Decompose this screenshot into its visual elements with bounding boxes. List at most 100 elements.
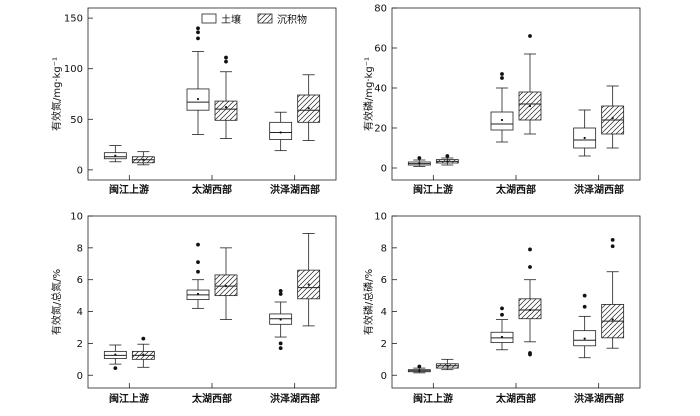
outlier-point xyxy=(500,312,504,317)
x-tick-label: 太湖西部 xyxy=(191,392,232,405)
plot-frame xyxy=(391,215,641,389)
outlier-point xyxy=(500,76,504,80)
mean-marker xyxy=(446,160,449,163)
outlier-point xyxy=(278,346,283,351)
y-tick-label: 0 xyxy=(77,165,83,176)
outlier-point xyxy=(113,366,118,370)
y-tick-label: 50 xyxy=(70,115,83,126)
y-tick-label: 10 xyxy=(70,212,83,223)
x-tick-label: 闽江上游 xyxy=(413,392,453,405)
legend-swatch-soil xyxy=(201,13,217,24)
mean-marker xyxy=(528,104,532,108)
y-axis-label: 有效氮/mg·kg⁻¹ xyxy=(50,57,63,131)
outlier-point xyxy=(445,154,450,158)
x-tick-label: 太湖西部 xyxy=(495,392,536,405)
box xyxy=(518,298,542,320)
legend-label-sediment: 沉积物 xyxy=(277,13,307,26)
outlier-point xyxy=(224,59,228,64)
y-tick-label: 40 xyxy=(374,84,387,95)
mean-marker xyxy=(114,154,117,157)
x-tick-label: 闽江上游 xyxy=(109,183,149,196)
legend-swatch-sediment xyxy=(257,13,273,24)
y-tick-label: 6 xyxy=(77,275,83,286)
x-tick-label: 闽江上游 xyxy=(109,392,149,405)
mean-marker xyxy=(142,353,145,356)
y-tick-label: 4 xyxy=(381,307,387,318)
legend-label-soil: 土壤 xyxy=(221,13,241,26)
box xyxy=(214,100,238,121)
outlier-point xyxy=(610,237,615,242)
panel-available-p: 有效磷/mg·kg⁻¹ 闽江上游 太湖西部 洪泽湖西部 0 20 40 60 80 xyxy=(362,4,641,196)
outlier-point xyxy=(528,265,532,269)
mean-marker xyxy=(224,284,228,288)
y-tick-label: 80 xyxy=(374,4,387,15)
x-tick-label: 洪泽湖西部 xyxy=(574,392,624,405)
y-tick-label: 2 xyxy=(381,339,387,350)
outlier-point xyxy=(582,293,587,298)
y-tick-label: 100 xyxy=(64,64,83,75)
panel-available-n: 有效氮/mg·kg⁻¹ 闽江上游 太湖西部 洪泽湖西部 0 50 100 150 xyxy=(50,7,337,196)
mean-marker xyxy=(196,292,200,296)
mean-marker xyxy=(446,364,449,367)
y-tick-label: 0 xyxy=(381,371,387,382)
mean-marker xyxy=(500,335,504,339)
x-tick-label: 闽江上游 xyxy=(413,183,453,196)
mean-marker xyxy=(142,158,145,161)
outlier-point xyxy=(278,288,283,293)
outlier-point xyxy=(196,30,200,35)
y-tick-label: 2 xyxy=(77,339,83,350)
mean-marker xyxy=(528,308,532,312)
mean-marker xyxy=(307,107,310,110)
outlier-point xyxy=(196,269,200,274)
outlier-point xyxy=(417,156,422,160)
mean-marker xyxy=(279,131,282,134)
outlier-point xyxy=(278,292,283,296)
outlier-point xyxy=(224,55,228,60)
mean-marker xyxy=(279,318,282,321)
y-tick-label: 0 xyxy=(77,371,83,382)
outlier-point xyxy=(141,336,146,341)
y-tick-label: 20 xyxy=(374,124,387,135)
mean-marker xyxy=(583,136,586,140)
outlier-point xyxy=(196,36,200,41)
outlier-point xyxy=(196,260,200,265)
outlier-point xyxy=(528,34,532,38)
box xyxy=(269,121,293,140)
outlier-point xyxy=(500,306,504,311)
y-tick-label: 150 xyxy=(64,14,83,25)
y-tick-label: 0 xyxy=(381,164,387,175)
y-axis-label: 有效磷/总磷/% xyxy=(362,269,375,335)
outlier-point xyxy=(582,304,587,309)
x-tick-label: 洪泽湖西部 xyxy=(270,183,320,196)
mean-marker xyxy=(418,162,421,165)
outlier-point xyxy=(196,242,200,247)
x-tick-label: 洪泽湖西部 xyxy=(574,183,624,196)
outlier-point xyxy=(196,26,200,31)
y-tick-label: 8 xyxy=(77,243,83,254)
mean-marker xyxy=(583,337,586,340)
mean-marker xyxy=(307,283,310,286)
y-axis-label: 有效磷/mg·kg⁻¹ xyxy=(362,57,375,131)
outlier-point xyxy=(610,244,615,249)
mean-marker xyxy=(196,97,200,101)
y-tick-label: 10 xyxy=(374,212,387,223)
plot-frame xyxy=(87,215,337,389)
mean-marker xyxy=(611,116,614,120)
y-tick-label: 60 xyxy=(374,44,387,55)
outlier-point xyxy=(528,247,532,252)
outlier-point xyxy=(500,72,504,76)
x-tick-label: 太湖西部 xyxy=(495,183,536,196)
y-axis-label: 有效氮/总氮/% xyxy=(50,269,63,335)
mean-marker xyxy=(224,106,228,109)
legend: 土壤 沉积物 xyxy=(201,13,307,26)
y-tick-label: 4 xyxy=(77,307,83,318)
plot-frame xyxy=(391,7,641,181)
outlier-point xyxy=(278,341,283,346)
x-tick-label: 太湖西部 xyxy=(191,183,232,196)
mean-marker xyxy=(114,353,117,356)
y-tick-label: 6 xyxy=(381,275,387,286)
panel-p-ratio: 有效磷/总磷/% 闽江上游 太湖西部 洪泽湖西部 0 2 4 6 8 10 xyxy=(362,212,641,405)
mean-marker xyxy=(611,318,614,321)
x-tick-label: 洪泽湖西部 xyxy=(270,392,320,405)
